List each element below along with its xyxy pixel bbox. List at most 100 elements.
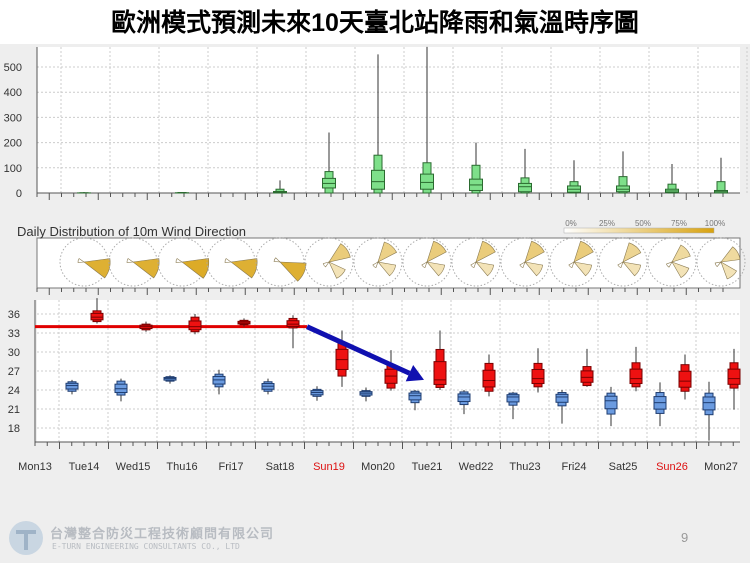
wind-sector-secondary <box>622 261 642 277</box>
wind-sector-dominant <box>426 240 447 263</box>
precip-y-tick: 200 <box>4 138 22 150</box>
min-box-inner <box>408 392 422 401</box>
min-box-inner <box>506 394 520 403</box>
temp-x-tick: Wed22 <box>459 461 494 473</box>
temp-x-tick: Sat18 <box>266 461 295 473</box>
temp-x-tick: Thu16 <box>166 461 197 473</box>
forecast-chart: 0 100 200 300 400 500 Daily Distribution of 10… <box>4 46 748 473</box>
company-name-en: E-TURN ENGINEERING CONSULTANTS CO., LTD <box>52 542 240 551</box>
wind-sector-minor <box>175 258 183 263</box>
wind-rose-circle <box>451 237 501 287</box>
max-box-inner <box>90 312 104 321</box>
precip-y-tick: 400 <box>4 87 22 99</box>
wind-sector-minor <box>322 261 330 268</box>
wind-sector-dominant <box>230 258 258 279</box>
temp-x-tick: Mon27 <box>704 461 738 473</box>
min-box-inner <box>457 393 471 403</box>
min-box-inner <box>702 396 716 411</box>
wind-rose-circle <box>255 237 305 287</box>
min-box-inner <box>555 393 569 403</box>
precip-plot-area <box>37 47 740 193</box>
precip-y-tick: 500 <box>4 62 22 74</box>
wind-sector-minor <box>519 261 526 269</box>
max-box-inner <box>727 368 741 385</box>
max-box-inner <box>629 368 643 385</box>
temp-x-tick: Sat25 <box>609 461 638 473</box>
wind-sector-minor <box>470 261 477 269</box>
temp-x-tick: Tue21 <box>412 461 443 473</box>
precip-box-outer <box>618 176 628 194</box>
max-box-inner <box>580 370 594 383</box>
wind-sector-minor <box>421 261 428 269</box>
wind-sector-dominant <box>475 240 496 263</box>
temp-y-tick: 36 <box>8 309 20 321</box>
wind-legend-label: 75% <box>671 219 687 228</box>
page-number: 9 <box>681 530 689 545</box>
wind-sector-dominant <box>671 244 691 263</box>
wind-sector-secondary <box>524 261 544 277</box>
wind-sector-dominant <box>377 241 398 263</box>
precip-box-inner <box>518 182 532 193</box>
precip-box-inner <box>371 169 385 190</box>
wind-sector-minor <box>77 258 85 263</box>
wind-rose-circle <box>598 237 648 287</box>
temp-x-tick: Wed15 <box>116 461 151 473</box>
precip-box-outer <box>667 183 677 194</box>
max-box-inner <box>188 320 202 331</box>
wind-rose-circle <box>304 237 354 287</box>
wind-legend-label: 50% <box>635 219 651 228</box>
wind-legend-label: 100% <box>705 219 725 228</box>
wind-sector-dominant <box>573 240 594 263</box>
company-name-cn: 台灣整合防災工程技術顧問有限公司 <box>50 526 275 541</box>
trend-arrow-shaft <box>305 324 411 376</box>
temp-x-tick: Mon13 <box>18 461 52 473</box>
wind-legend-bar <box>563 227 715 234</box>
max-box-inner <box>678 370 692 388</box>
temp-x-tick: Tue14 <box>69 461 100 473</box>
wind-sector-minor <box>714 261 722 268</box>
temp-x-tick: Mon20 <box>361 461 395 473</box>
wind-sector-minor <box>665 261 673 268</box>
wind-rose-circle <box>647 237 697 287</box>
temp-y-tick: 18 <box>8 423 20 435</box>
wind-sector-secondary <box>328 261 346 279</box>
temp-y-tick: 24 <box>8 385 20 397</box>
temp-y-tick: 30 <box>8 347 20 359</box>
temp-x-tick: Sun26 <box>656 461 688 473</box>
wind-rose-circle <box>549 237 599 287</box>
precip-y-tick: 0 <box>16 188 22 200</box>
max-box-inner <box>433 361 447 385</box>
wind-sector-minor <box>372 261 379 269</box>
wind-title: Daily Distribution of 10m Wind Direction <box>17 224 246 239</box>
trend-arrow-head <box>405 365 424 382</box>
wind-sector-secondary <box>426 261 446 277</box>
wind-sector-secondary <box>475 261 495 277</box>
temp-y-tick: 27 <box>8 366 20 378</box>
wind-sector-minor <box>224 258 232 263</box>
wind-sector-dominant <box>720 246 741 263</box>
wind-sector-minor <box>126 258 134 263</box>
wind-sector-dominant <box>622 242 642 263</box>
wind-sector-minor <box>273 257 281 263</box>
wind-sector-dominant <box>279 261 307 282</box>
wind-legend-label: 0% <box>565 219 577 228</box>
precip-y-tick: 100 <box>4 163 22 175</box>
company-logo <box>9 521 43 555</box>
temp-y-tick: 33 <box>8 328 20 340</box>
wind-sector-secondary <box>720 261 737 280</box>
temp-x-tick: Sun19 <box>313 461 345 473</box>
wind-sector-dominant <box>524 240 545 263</box>
wind-rose-circle <box>500 237 550 287</box>
max-box-inner <box>482 369 496 388</box>
wind-rose-circle <box>696 237 746 287</box>
wind-sector-minor <box>617 261 624 269</box>
temp-x-tick: Thu23 <box>509 461 540 473</box>
temp-x-tick: Fri24 <box>561 461 586 473</box>
wind-sector-secondary <box>377 261 397 277</box>
wind-legend-label: 25% <box>599 219 615 228</box>
wind-sector-secondary <box>671 261 690 278</box>
temp-y-tick: 21 <box>8 404 20 416</box>
wind-sector-dominant <box>132 258 160 279</box>
wind-sector-dominant <box>83 258 111 279</box>
wind-rose-circle <box>353 237 403 287</box>
